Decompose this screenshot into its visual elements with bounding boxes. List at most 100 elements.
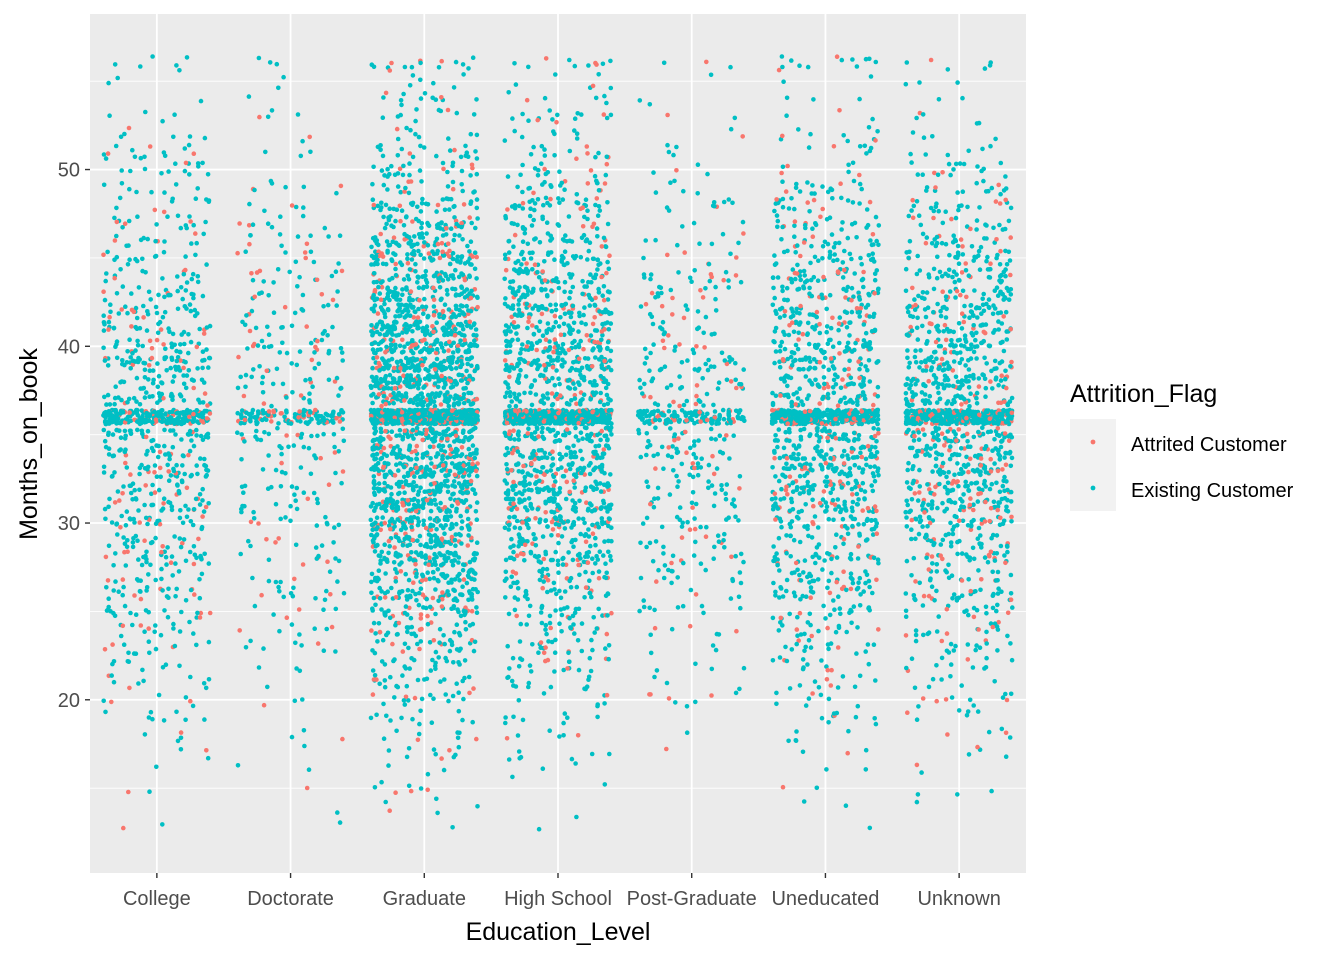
- point-attrited: [693, 592, 699, 597]
- point-attrited: [543, 658, 548, 664]
- point-existing: [371, 595, 377, 601]
- point-attrited: [939, 638, 945, 644]
- point-existing: [706, 357, 711, 363]
- point-existing: [428, 508, 434, 514]
- point-existing: [603, 646, 608, 651]
- point-attrited: [132, 593, 137, 598]
- point-existing: [721, 416, 727, 422]
- point-existing: [708, 72, 714, 78]
- point-existing: [382, 678, 388, 683]
- point-existing: [548, 468, 554, 473]
- point-existing: [539, 287, 544, 293]
- point-attrited: [178, 730, 184, 735]
- point-attrited: [467, 690, 472, 696]
- point-existing: [336, 449, 342, 454]
- point-existing: [466, 66, 471, 71]
- point-existing: [945, 152, 951, 158]
- point-attrited: [446, 348, 451, 353]
- point-existing: [1004, 329, 1009, 334]
- point-existing: [786, 426, 792, 432]
- point-existing: [530, 267, 535, 272]
- point-existing: [135, 538, 140, 543]
- point-existing: [557, 169, 562, 174]
- point-attrited: [964, 431, 970, 437]
- point-existing: [511, 714, 516, 720]
- point-existing: [600, 61, 606, 67]
- point-existing: [922, 392, 928, 397]
- point-existing: [946, 531, 951, 537]
- point-existing: [856, 294, 862, 300]
- point-existing: [566, 462, 572, 468]
- point-existing: [294, 362, 300, 368]
- point-existing: [380, 637, 386, 643]
- point-existing: [707, 278, 713, 284]
- point-attrited: [643, 301, 649, 307]
- point-existing: [546, 378, 552, 384]
- point-existing: [586, 279, 591, 285]
- point-existing: [956, 708, 962, 713]
- point-existing: [512, 525, 518, 530]
- point-attrited: [876, 627, 881, 632]
- point-existing: [849, 256, 854, 262]
- point-existing: [293, 204, 299, 210]
- point-existing: [188, 674, 193, 680]
- point-attrited: [664, 746, 669, 752]
- point-existing: [397, 343, 403, 349]
- point-existing: [459, 168, 465, 174]
- point-existing: [294, 506, 300, 512]
- point-existing: [443, 692, 449, 697]
- point-existing: [321, 304, 326, 309]
- point-attrited: [129, 324, 134, 329]
- point-existing: [560, 342, 566, 347]
- point-existing: [852, 516, 858, 522]
- point-existing: [733, 360, 738, 366]
- point-existing: [852, 462, 858, 468]
- point-existing: [152, 629, 157, 635]
- point-existing: [278, 516, 284, 522]
- point-existing: [905, 355, 910, 361]
- point-attrited: [1008, 235, 1013, 240]
- point-existing: [456, 481, 462, 486]
- point-existing: [448, 226, 454, 231]
- point-existing: [904, 60, 910, 65]
- point-attrited: [920, 696, 926, 701]
- point-existing: [269, 224, 275, 230]
- point-existing: [842, 395, 847, 401]
- point-attrited: [949, 216, 954, 222]
- point-existing: [913, 536, 918, 542]
- point-existing: [454, 622, 460, 627]
- point-existing: [1008, 205, 1014, 211]
- point-existing: [984, 655, 989, 661]
- point-existing: [191, 507, 197, 512]
- point-existing: [239, 408, 245, 413]
- point-attrited: [910, 197, 915, 203]
- point-existing: [997, 262, 1003, 267]
- point-existing: [983, 385, 989, 391]
- point-existing: [722, 545, 727, 550]
- point-existing: [460, 342, 466, 348]
- point-existing: [381, 182, 387, 188]
- point-existing: [969, 519, 974, 525]
- point-existing: [710, 643, 716, 648]
- point-existing: [724, 377, 730, 383]
- point-existing: [454, 681, 460, 686]
- point-existing: [394, 728, 399, 734]
- point-existing: [913, 348, 918, 354]
- point-attrited: [674, 168, 679, 173]
- point-attrited: [435, 202, 441, 208]
- point-existing: [966, 577, 971, 582]
- point-existing: [115, 532, 120, 537]
- point-existing: [101, 427, 107, 433]
- point-existing: [456, 744, 462, 750]
- point-existing: [404, 683, 410, 689]
- point-existing: [380, 115, 386, 120]
- point-existing: [194, 463, 199, 468]
- point-existing: [845, 480, 851, 486]
- point-existing: [260, 467, 266, 472]
- point-existing: [784, 533, 789, 538]
- point-existing: [698, 561, 704, 566]
- point-existing: [872, 716, 877, 721]
- point-attrited: [905, 710, 910, 715]
- point-existing: [184, 280, 190, 285]
- point-existing: [583, 197, 589, 202]
